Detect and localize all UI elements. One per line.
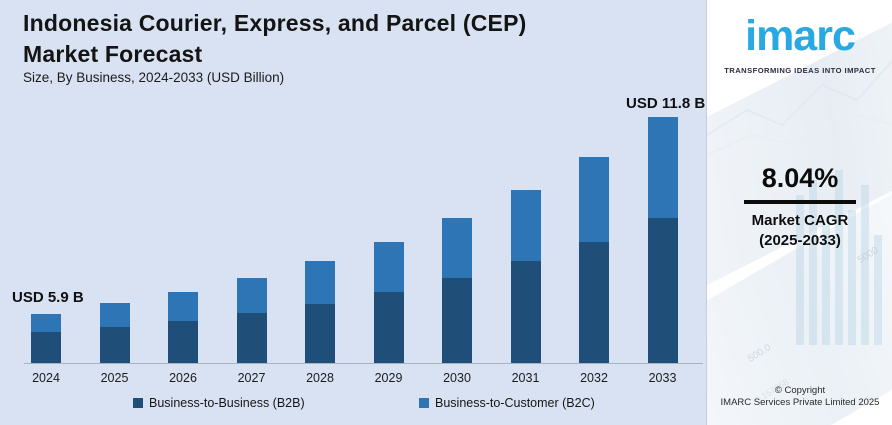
legend-item-b2c: Business-to-Customer (B2C)	[419, 396, 595, 410]
stacked-bar-2031	[510, 190, 541, 363]
segment-b2c-2033	[647, 117, 678, 218]
panel-decor-minibar	[874, 235, 882, 345]
stacked-bar-2033	[647, 117, 678, 363]
panel-decor-minibar	[861, 185, 869, 345]
segment-b2b-2033	[647, 218, 678, 363]
data-label-2033: USD 11.8 B	[626, 95, 706, 112]
title-line2: Market Forecast	[23, 41, 203, 67]
stacked-bar-2024	[31, 314, 61, 363]
segment-b2c-2026	[168, 292, 198, 321]
copyright-line2: IMARC Services Private Limited 2025	[720, 397, 880, 408]
segment-b2c-2031	[510, 190, 541, 261]
cagr-divider	[744, 200, 856, 204]
stacked-bar-2029	[373, 242, 404, 363]
segment-b2b-2031	[510, 261, 541, 363]
segment-b2b-2025	[99, 327, 130, 363]
panel-decor-linechart	[707, 59, 892, 156]
page-title: Indonesia Courier, Express, and Parcel (…	[23, 8, 663, 70]
x-tick-2031: 2031	[511, 371, 540, 385]
segment-b2b-2028	[305, 304, 335, 363]
segment-b2b-2032	[579, 242, 609, 363]
cagr-period: (2025-2033)	[759, 232, 841, 249]
stacked-bar-2030	[442, 218, 472, 363]
segment-b2b-2024	[31, 332, 61, 363]
bar-chart-plot: 2024 2025 2026 2027 2028 2029 2030 2031 2032 2033…	[12, 95, 706, 385]
x-tick-2027: 2027	[237, 371, 266, 385]
legend-swatch-b2c-icon	[419, 398, 429, 408]
imarc-tagline: TRANSFORMING IDEAS INTO IMPACT	[724, 66, 876, 75]
x-tick-2033: 2033	[648, 371, 677, 385]
copyright-line1: © Copyright	[774, 385, 826, 396]
imarc-logo: imarc	[745, 12, 856, 60]
chart-region: Indonesia Courier, Express, and Parcel (…	[12, 8, 706, 410]
x-tick-2025: 2025	[100, 371, 129, 385]
x-tick-2032: 2032	[580, 371, 608, 385]
x-axis-line	[24, 363, 703, 364]
segment-b2c-2032	[579, 157, 609, 242]
segment-b2b-2029	[373, 292, 404, 363]
segment-b2c-2027	[236, 278, 267, 313]
segment-b2c-2025	[99, 303, 130, 327]
cagr-value: 8.04%	[761, 163, 839, 193]
data-label-2024: USD 5.9 B	[12, 289, 84, 306]
stacked-bar-2032	[579, 157, 609, 363]
stacked-bar-2027	[236, 278, 267, 363]
legend-item-b2b: Business-to-Business (B2B)	[133, 396, 305, 410]
stacked-bar-2025	[99, 303, 130, 363]
x-tick-2030: 2030	[443, 371, 471, 385]
segment-b2c-2029	[373, 242, 404, 292]
x-tick-2029: 2029	[374, 371, 403, 385]
panel-decor-minibar	[796, 195, 804, 345]
x-tick-2028: 2028	[306, 371, 334, 385]
segment-b2b-2026	[168, 321, 198, 363]
panel-decor-minibar	[822, 225, 830, 345]
chart-subtitle: Size, By Business, 2024-2033 (USD Billio…	[23, 70, 285, 85]
stacked-bar-2026	[168, 292, 198, 363]
segment-b2b-2030	[442, 278, 472, 363]
panel-decor-minibar	[809, 180, 817, 345]
panel-decor-minibar	[848, 210, 856, 345]
brand-panel: 500.0 5000 0.157268 imarc TRANSFORMING I…	[706, 0, 892, 425]
cagr-label: Market CAGR	[751, 212, 849, 229]
legend-swatch-b2b-icon	[133, 398, 143, 408]
title-line1: Indonesia Courier, Express, and Parcel (…	[23, 10, 527, 36]
x-tick-2024: 2024	[32, 371, 60, 385]
segment-b2b-2027	[236, 313, 267, 363]
x-tick-2026: 2026	[169, 371, 197, 385]
panel-decor-minibar	[835, 170, 843, 345]
panel-decor-minibars	[796, 160, 888, 345]
segment-b2c-2030	[442, 218, 472, 278]
legend-label-b2b: Business-to-Business (B2B)	[149, 396, 305, 410]
segment-b2c-2024	[31, 314, 61, 332]
legend-label-b2c: Business-to-Customer (B2C)	[435, 396, 595, 410]
stacked-bar-2028	[305, 261, 335, 363]
segment-b2c-2028	[305, 261, 335, 304]
